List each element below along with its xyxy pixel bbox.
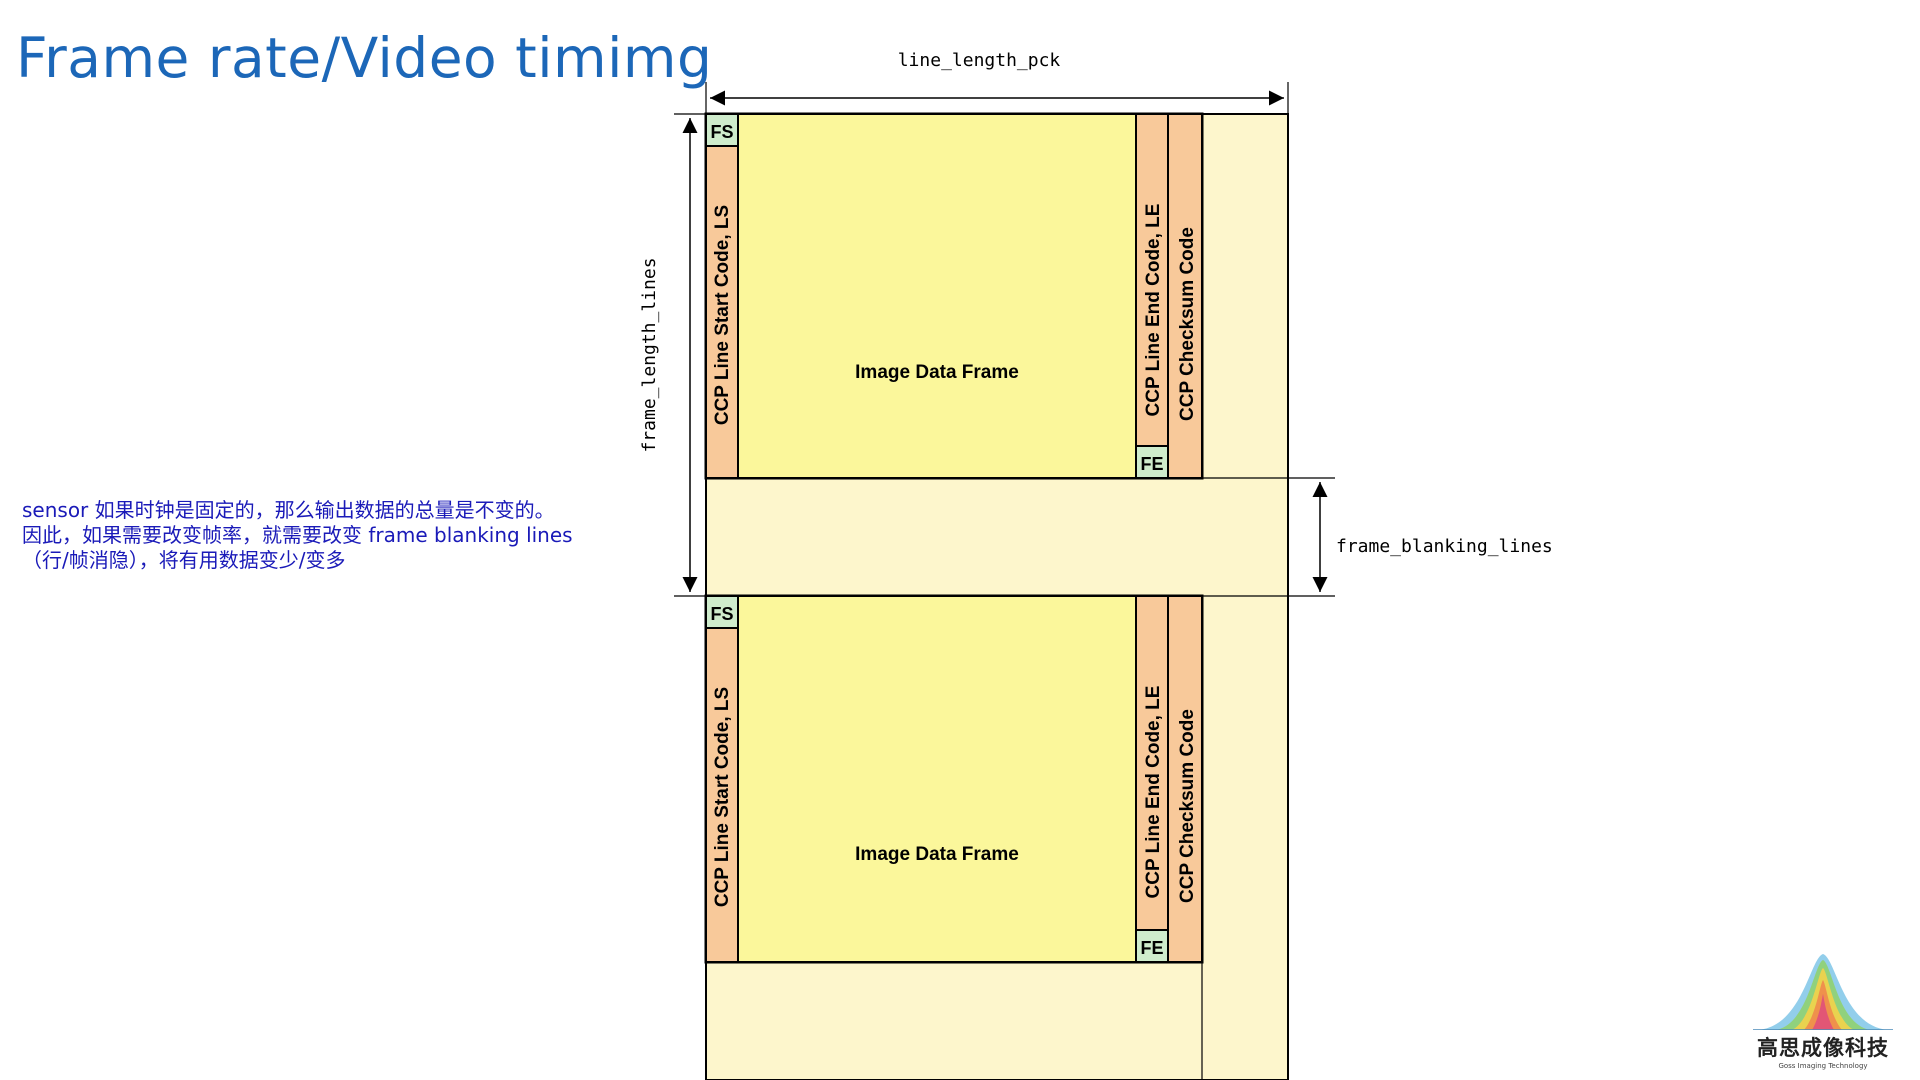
frame-1: FS Image Data Frame FE CCP Line Start Co… — [704, 112, 1204, 480]
frame-2-checksum-label: CCP Checksum Code — [1177, 709, 1198, 903]
line-length-label: line_length_pck — [898, 50, 1061, 71]
frame-1-checksum-column — [1167, 113, 1203, 479]
frame-1-fs-label: FS — [710, 122, 733, 142]
company-logo: 高思成像科技 Goss Imaging Technology — [1748, 950, 1898, 1075]
frame-2-checksum-column — [1167, 595, 1203, 963]
frame-2-fs-box — [705, 595, 739, 629]
explanation-note: sensor 如果时钟是固定的，那么输出数据的总量是不变的。 因此，如果需要改变… — [22, 498, 573, 573]
note-line: sensor 如果时钟是固定的，那么输出数据的总量是不变的。 — [22, 498, 555, 522]
note-line: 因此，如果需要改变帧率，就需要改变 frame blanking lines — [22, 523, 573, 547]
frame-1-fs-box — [705, 113, 739, 147]
frame-blanking-label: frame_blanking_lines — [1336, 536, 1553, 557]
logo-graphic — [1753, 954, 1893, 1031]
frame-1-checksum-label: CCP Checksum Code — [1177, 227, 1198, 421]
logo-name: 高思成像科技 — [1757, 1036, 1889, 1060]
frame-1-fe-box — [1135, 445, 1169, 479]
frame-1-image-area — [737, 113, 1137, 479]
frame-2-fs-label: FS — [710, 604, 733, 624]
frame-2: FS Image Data Frame FE CCP Line Start Co… — [704, 594, 1204, 964]
frame-1-line-end-label: CCP Line End Code, LE — [1143, 204, 1164, 417]
frame-length-label: frame_length_lines — [639, 257, 660, 452]
frame-2-fe-label: FE — [1140, 938, 1163, 958]
logo-subtitle: Goss Imaging Technology — [1778, 1062, 1868, 1070]
frame-1-fe-label: FE — [1140, 454, 1163, 474]
frame-2-image-area — [737, 595, 1137, 963]
note-line: （行/帧消隐），将有用数据变少/变多 — [22, 548, 346, 572]
frame-1-image-label: Image Data Frame — [855, 362, 1019, 383]
frame-2-line-start-label: CCP Line Start Code, LS — [712, 687, 733, 907]
frame-1-line-start-label: CCP Line Start Code, LS — [712, 205, 733, 425]
page-title: Frame rate/Video timimg — [16, 26, 713, 90]
frame-2-line-end-label: CCP Line End Code, LE — [1143, 686, 1164, 899]
frame-2-image-label: Image Data Frame — [855, 844, 1019, 865]
